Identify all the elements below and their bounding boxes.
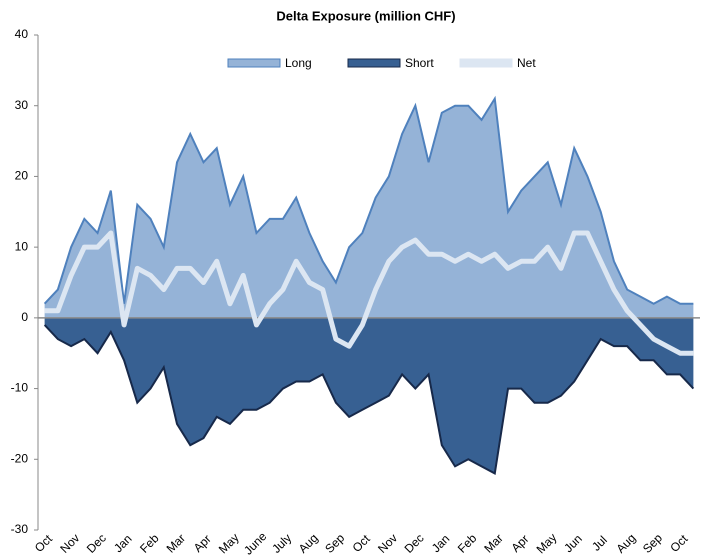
y-tick-label: -10 <box>11 381 29 395</box>
x-tick-label: June <box>241 529 270 558</box>
x-tick-label: Jun <box>561 532 585 556</box>
legend-label: Long <box>285 56 312 70</box>
x-tick-label: Feb <box>137 531 162 556</box>
legend-swatch <box>347 58 401 68</box>
legend-label: Short <box>405 56 434 70</box>
x-tick-label: Dec <box>402 531 427 556</box>
legend-swatch <box>459 58 513 68</box>
x-tick-label: Mar <box>481 531 506 556</box>
x-tick-label: July <box>269 531 294 556</box>
area <box>44 317 694 474</box>
x-tick-label: Oct <box>350 531 374 555</box>
x-tick-label: Apr <box>508 532 531 555</box>
x-tick-label: Apr <box>191 532 214 555</box>
y-tick-label: -30 <box>11 522 29 536</box>
line <box>44 230 694 356</box>
x-tick-label: Jan <box>111 532 135 556</box>
x-tick-label: Mar <box>164 531 189 556</box>
x-tick-label: Jul <box>589 533 610 554</box>
x-tick-label: Feb <box>455 531 480 556</box>
x-tick-label: Dec <box>84 531 109 556</box>
area-edge <box>43 324 695 475</box>
x-tick-label: Jan <box>429 532 453 556</box>
y-tick-label: -20 <box>11 451 29 465</box>
area-edge <box>43 95 694 305</box>
x-tick-label: Oct <box>32 531 56 555</box>
x-tick-label: Nov <box>375 531 400 556</box>
x-tick-label: Nov <box>57 531 82 556</box>
legend-swatch <box>227 58 281 68</box>
x-tick-label: May <box>216 530 242 556</box>
legend-label: Net <box>517 56 536 70</box>
x-tick-label: Sep <box>640 531 665 556</box>
y-tick-label: 30 <box>15 98 29 112</box>
x-tick-label: Oct <box>667 531 691 555</box>
x-tick-label: Aug <box>296 531 321 556</box>
y-tick-label: 0 <box>21 310 28 324</box>
x-tick-label: Sep <box>322 531 347 556</box>
x-tick-label: Aug <box>613 531 638 556</box>
x-tick-label: May <box>534 530 560 556</box>
chart-title: Delta Exposure (million CHF) <box>276 8 455 23</box>
y-tick-label: 40 <box>15 27 29 41</box>
y-tick-label: 10 <box>15 239 29 253</box>
y-tick-label: 20 <box>15 169 29 183</box>
